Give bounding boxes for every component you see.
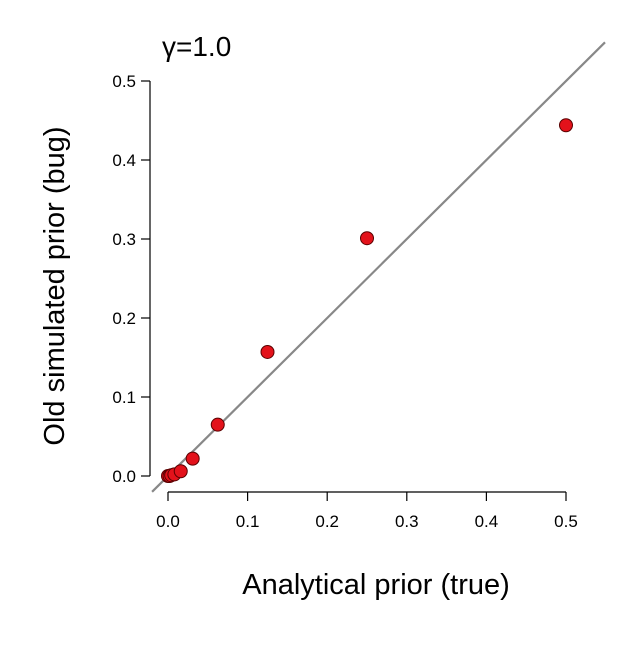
data-point (360, 231, 374, 246)
tick-group: 0.0 0.1 0.2 0.3 0.4 0.5 0.0 0.1 0.2 0.3 0.4 0.5 (112, 72, 577, 531)
data-point (185, 451, 200, 466)
data-point (260, 344, 275, 359)
axes (149, 81, 566, 493)
x-tick-label: 0.2 (315, 512, 339, 531)
y-axis-title: Old simulated prior (bug) (39, 126, 71, 445)
data-point (210, 417, 225, 432)
data-point (173, 464, 188, 479)
x-tick-label: 0.5 (554, 512, 578, 531)
y-tick-label: 0.0 (112, 467, 136, 486)
y-tick-label: 0.2 (112, 309, 136, 328)
x-tick-label: 0.4 (475, 512, 499, 531)
data-points (161, 118, 573, 483)
x-tick-label: 0.1 (236, 512, 260, 531)
y-tick-label: 0.5 (112, 72, 136, 91)
x-tick-label: 0.3 (395, 512, 419, 531)
y-tick-label: 0.3 (112, 230, 136, 249)
identity-reference-line (151, 41, 606, 493)
y-tick-label: 0.4 (112, 151, 136, 170)
y-tick-label: 0.1 (112, 388, 136, 407)
x-axis-title: Analytical prior (true) (242, 569, 510, 601)
gamma-annotation: γ=1.0 (162, 31, 231, 62)
data-point (559, 118, 573, 133)
x-tick-label: 0.0 (156, 512, 180, 531)
